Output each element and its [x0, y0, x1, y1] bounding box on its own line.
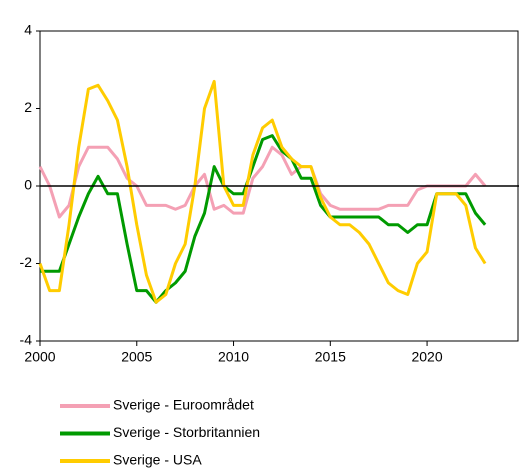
y-tick-label: 4 — [24, 22, 32, 38]
series-line — [40, 134, 487, 304]
x-tick-label: 2015 — [315, 349, 346, 365]
legend-label: Sverige - Storbritannien — [113, 424, 260, 440]
series-line — [38, 79, 487, 304]
y-tick-label: 2 — [24, 99, 32, 115]
y-tick-label: 0 — [24, 177, 32, 193]
x-tick-label: 2000 — [24, 349, 55, 365]
series-line — [38, 145, 487, 219]
x-tick-label: 2005 — [121, 349, 152, 365]
legend-label: Sverige - USA — [113, 452, 202, 468]
x-tick-label: 2020 — [411, 349, 442, 365]
x-tick-label: 2010 — [218, 349, 249, 365]
legend-label: Sverige - Euroområdet — [113, 397, 254, 413]
y-tick-label: -2 — [20, 254, 33, 270]
y-tick-label: -4 — [20, 332, 33, 348]
